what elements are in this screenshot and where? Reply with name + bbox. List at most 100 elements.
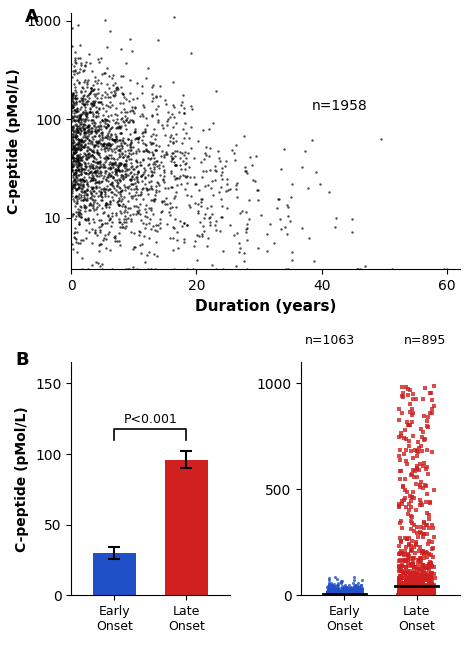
Point: [325, 573, 332, 583]
Point: [396, 555, 404, 565]
Point: [115, 165, 123, 175]
Point: [341, 587, 349, 597]
Point: [87, 127, 95, 137]
Point: [135, 133, 142, 144]
Point: [427, 567, 435, 578]
Point: [90, 142, 98, 152]
Point: [355, 589, 363, 599]
Point: [113, 177, 121, 187]
Point: [396, 565, 404, 575]
Point: [349, 589, 356, 599]
Point: [401, 587, 408, 598]
Point: [226, 220, 233, 230]
Point: [329, 590, 337, 600]
Point: [104, 119, 111, 129]
Point: [336, 589, 343, 600]
Point: [328, 590, 336, 600]
Point: [428, 567, 436, 578]
Point: [173, 160, 180, 170]
Point: [93, 145, 101, 155]
Point: [346, 590, 353, 600]
Point: [399, 388, 407, 399]
Point: [92, 257, 100, 267]
Point: [335, 589, 342, 599]
Point: [152, 184, 159, 195]
Point: [404, 586, 412, 597]
Point: [72, 168, 80, 178]
Point: [397, 580, 405, 590]
Point: [147, 203, 155, 213]
Point: [77, 212, 84, 222]
Point: [119, 199, 127, 209]
Point: [349, 589, 357, 599]
Point: [329, 584, 337, 595]
Point: [87, 159, 94, 170]
Point: [420, 517, 428, 527]
Point: [395, 573, 402, 584]
Point: [352, 590, 359, 600]
Point: [329, 590, 337, 600]
Point: [240, 256, 247, 267]
Point: [328, 587, 335, 597]
Point: [337, 589, 345, 600]
Point: [326, 589, 334, 600]
Point: [167, 182, 174, 192]
Point: [356, 590, 363, 600]
Point: [412, 589, 420, 599]
Point: [338, 589, 346, 600]
Point: [147, 176, 155, 186]
Point: [151, 133, 159, 144]
Point: [430, 588, 438, 598]
Point: [104, 111, 112, 122]
Point: [419, 575, 427, 586]
Point: [109, 80, 117, 91]
Point: [356, 590, 364, 600]
Point: [350, 582, 358, 592]
Point: [111, 109, 118, 119]
Point: [339, 589, 347, 600]
Point: [344, 589, 351, 600]
Point: [336, 589, 343, 600]
Point: [419, 586, 427, 597]
Point: [424, 590, 431, 600]
Point: [124, 134, 132, 144]
Point: [408, 469, 415, 479]
Point: [100, 121, 108, 131]
Point: [75, 67, 82, 77]
Point: [69, 113, 76, 123]
Point: [408, 512, 416, 523]
Point: [97, 93, 104, 103]
Point: [89, 163, 97, 173]
Point: [327, 590, 334, 600]
Point: [78, 162, 85, 172]
Point: [90, 147, 97, 157]
Point: [88, 100, 96, 111]
Point: [168, 168, 175, 178]
Point: [352, 590, 359, 600]
Point: [356, 589, 363, 600]
Point: [113, 168, 120, 178]
Point: [401, 565, 408, 576]
Point: [81, 175, 88, 185]
Point: [328, 587, 336, 598]
Point: [418, 581, 426, 591]
Point: [327, 590, 335, 600]
Point: [120, 137, 128, 148]
Point: [69, 158, 76, 168]
Point: [71, 93, 79, 104]
Point: [152, 187, 160, 197]
Point: [328, 583, 335, 593]
Point: [337, 586, 345, 597]
Point: [102, 123, 110, 133]
Point: [70, 98, 78, 108]
Point: [76, 96, 83, 107]
Point: [420, 523, 428, 533]
Point: [123, 165, 131, 175]
Point: [342, 589, 350, 599]
Point: [125, 182, 132, 193]
Point: [123, 115, 130, 126]
Point: [93, 106, 100, 116]
Point: [172, 174, 179, 184]
Point: [346, 589, 354, 600]
Point: [84, 159, 91, 169]
